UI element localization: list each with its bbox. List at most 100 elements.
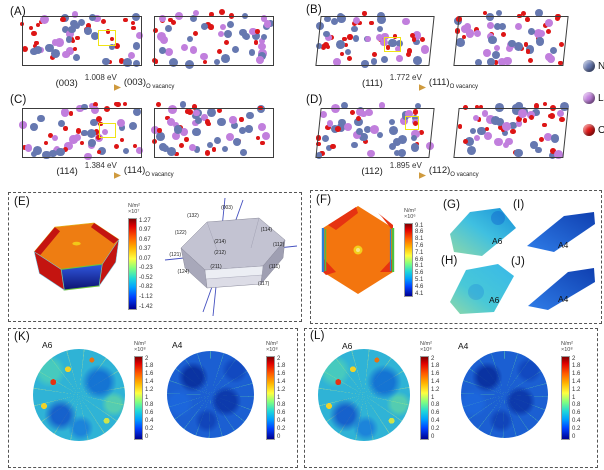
atom-dot bbox=[502, 121, 512, 131]
atom-dot bbox=[69, 19, 78, 28]
atom-dot bbox=[220, 54, 230, 63]
atom-dot bbox=[251, 32, 260, 41]
atom-dot bbox=[352, 35, 360, 42]
atom-dot bbox=[402, 17, 411, 26]
atom-dot bbox=[476, 117, 482, 123]
colorbar-k-a6: N/m² ×10⁸ 2 1.8 1.6 1.4 1.2 1 0.8 0.6 0.4 0.2 0 bbox=[134, 341, 153, 440]
o-atom-icon bbox=[583, 124, 595, 136]
colorbar-scale: ×10⁸ bbox=[266, 347, 278, 354]
atom-dot bbox=[533, 103, 540, 109]
atom-dot bbox=[131, 13, 140, 22]
atom-dot bbox=[470, 128, 477, 135]
atom-dot bbox=[498, 57, 507, 67]
atom-dot bbox=[508, 39, 517, 48]
colorbar-tick: 0 bbox=[145, 433, 149, 440]
map-tag-g: A6 bbox=[492, 236, 503, 246]
atom-dot bbox=[219, 9, 225, 16]
map-tag-l-a4: A4 bbox=[458, 341, 469, 351]
atom-dot bbox=[255, 29, 261, 34]
atom-dot bbox=[209, 12, 214, 17]
atom-dot bbox=[475, 58, 482, 66]
colorbar-tick: 6.6 bbox=[415, 256, 424, 263]
colorbar-f: N/m² ×10⁶ 9.1 8.6 8.1 7.6 7.1 6.6 6.1 5.6 5.1 4.6 4.… bbox=[404, 208, 423, 297]
panel-label-c: (C) bbox=[10, 94, 27, 106]
atom-dot bbox=[484, 127, 489, 132]
colorbar-scale: ×10⁸ bbox=[134, 347, 146, 354]
atom-dot bbox=[96, 115, 103, 122]
atom-dot bbox=[220, 23, 227, 30]
atom-dot bbox=[376, 132, 384, 139]
atom-dot bbox=[167, 104, 177, 114]
atom-dot bbox=[501, 31, 507, 37]
colorbar-unit: N/m² bbox=[128, 203, 140, 209]
atom-dot bbox=[351, 25, 358, 33]
atom-dot bbox=[409, 32, 416, 39]
facet-rhs-text: (114) bbox=[123, 164, 146, 176]
atom-dot bbox=[152, 27, 159, 33]
atom-dot bbox=[315, 21, 324, 30]
colorbar-tick: 4.6 bbox=[415, 283, 424, 290]
atom-dot bbox=[118, 124, 126, 132]
panel-label-e: (E) bbox=[14, 196, 30, 208]
atom-dot bbox=[192, 30, 199, 36]
atom-dot bbox=[48, 149, 57, 158]
atom-dot bbox=[352, 16, 361, 25]
atom-dot bbox=[261, 132, 270, 141]
reaction-caption-b: (111) 1.772 eV (111)O vacancy bbox=[345, 74, 495, 92]
panel-label-g: (G) bbox=[443, 199, 461, 211]
legend-item-o: O bbox=[583, 124, 604, 136]
miller-index-label: (132) bbox=[187, 212, 199, 219]
panel-label-f: (F) bbox=[316, 194, 332, 206]
colorbar-tick: 2 bbox=[145, 355, 149, 362]
facet-rhs-text: (112) bbox=[428, 164, 451, 176]
atom-dot bbox=[65, 36, 72, 43]
atom-dot bbox=[30, 123, 38, 132]
atom-dot bbox=[229, 116, 237, 124]
atom-dot bbox=[549, 148, 556, 155]
atom-dot bbox=[378, 102, 386, 109]
colorbar-tick: 0.8 bbox=[572, 402, 581, 409]
colorbar-tick: 0.37 bbox=[139, 246, 151, 253]
atom-dot bbox=[258, 42, 266, 51]
atom-dot bbox=[370, 58, 378, 65]
atom-dot bbox=[394, 45, 402, 53]
legend-item-ni: Ni bbox=[583, 60, 604, 72]
atom-dot bbox=[260, 140, 265, 146]
atom-dot bbox=[171, 20, 177, 25]
atom-dot bbox=[463, 104, 468, 110]
wulff-shape-grey: (003) (132) (114) (112) (111) (117) (214) (212)… bbox=[163, 196, 299, 318]
vacancy-subscript: O vacancy bbox=[450, 171, 479, 178]
colorbar-tick: 1.6 bbox=[145, 371, 154, 378]
atom-dot bbox=[483, 11, 488, 16]
atom-dot bbox=[31, 30, 37, 37]
atom-dot bbox=[533, 28, 543, 38]
colorbar-tick: 1.2 bbox=[145, 386, 154, 393]
atom-dot bbox=[541, 122, 547, 128]
atom-dot bbox=[22, 45, 29, 52]
colorbar-tick: 1.6 bbox=[572, 371, 581, 378]
atom-dot bbox=[97, 149, 102, 155]
atom-dot bbox=[411, 114, 419, 122]
miller-index-label: (214) bbox=[214, 239, 226, 246]
atom-dot bbox=[336, 123, 346, 132]
colorbar-tick: -0.23 bbox=[139, 265, 153, 272]
atom-dot bbox=[158, 143, 167, 151]
facet-rhs: (112)O vacancy bbox=[429, 165, 479, 178]
colorbar-tick: 8.1 bbox=[415, 236, 424, 243]
atom-dot bbox=[130, 21, 135, 26]
map-tag-j: A4 bbox=[558, 294, 569, 304]
colorbar-tick: 1.2 bbox=[431, 386, 440, 393]
atom-dot bbox=[226, 21, 234, 29]
atom-dot bbox=[495, 103, 505, 113]
atom-dot bbox=[93, 14, 101, 23]
atom-dot bbox=[393, 149, 401, 157]
atom-dot bbox=[535, 37, 544, 46]
atom-dot bbox=[51, 49, 60, 59]
atom-dot bbox=[392, 34, 398, 40]
colorbar-tick: 4.1 bbox=[415, 290, 424, 297]
atom-dot bbox=[74, 23, 81, 30]
colorbar-unit: N/m² bbox=[404, 208, 416, 214]
colorbar-gradient bbox=[561, 355, 570, 440]
atom-dot bbox=[404, 109, 413, 119]
map-tag-k-a6: A6 bbox=[42, 340, 53, 350]
